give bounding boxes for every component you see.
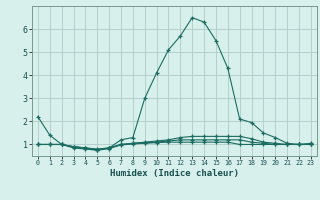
X-axis label: Humidex (Indice chaleur): Humidex (Indice chaleur) [110,169,239,178]
